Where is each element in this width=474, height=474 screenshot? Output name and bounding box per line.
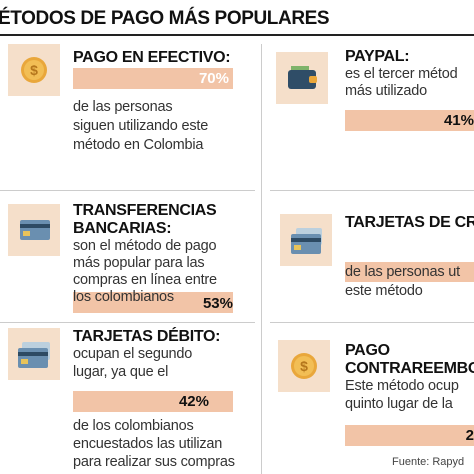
heading: CONTRAREEMBO — [345, 360, 474, 377]
heading: PAGO — [345, 342, 390, 359]
text: de las personas — [73, 99, 173, 115]
percent-bar — [73, 68, 233, 89]
source: Fuente: Rapyd — [392, 456, 465, 468]
heading: PAYPAL: — [345, 48, 410, 65]
coin-icon: $ — [278, 340, 330, 392]
percent-bar — [345, 262, 474, 282]
text: encuestados las utilizan — [73, 436, 223, 452]
heading: TARJETAS DÉBITO: — [73, 328, 221, 345]
percent-bar — [73, 292, 233, 313]
heading: PAGO EN EFECTIVO: — [73, 49, 231, 66]
column-divider — [261, 44, 262, 474]
divider — [270, 322, 474, 323]
text: compras en línea entre — [73, 272, 217, 288]
text: más utilizado — [345, 83, 428, 99]
card-icon — [280, 214, 332, 266]
text: es el tercer métod — [345, 66, 458, 82]
divider — [0, 322, 255, 323]
percent-bar — [345, 425, 474, 446]
percent: 42% — [178, 393, 209, 410]
card-icon — [8, 204, 60, 256]
text: de las personas ut — [345, 264, 460, 280]
divider — [0, 190, 255, 191]
heading: BANCARIAS: — [73, 220, 172, 237]
divider — [270, 190, 474, 191]
percent-bar — [345, 110, 474, 131]
text: quinto lugar de la — [345, 396, 453, 412]
title-rule — [0, 34, 474, 36]
text: de los colombianos — [73, 418, 194, 434]
percent: 2 — [465, 427, 474, 444]
coin-icon: $ — [8, 44, 60, 96]
percent-bar — [73, 391, 233, 412]
heading: TARJETAS DE CR — [345, 214, 474, 231]
text: método en Colombia — [73, 137, 204, 153]
percent: 41% — [443, 112, 474, 129]
text: más popular para las — [73, 255, 205, 271]
text: Este método ocup — [345, 378, 459, 394]
text: los colombianos — [73, 289, 174, 305]
percent: 53% — [202, 295, 233, 312]
svg-text:$: $ — [30, 62, 38, 78]
wallet-icon — [276, 52, 328, 104]
text: ocupan el segundo — [73, 346, 193, 362]
text: este método — [345, 283, 423, 299]
text: para realizar sus compras — [73, 454, 235, 470]
svg-text:$: $ — [300, 358, 308, 374]
heading: TRANSFERENCIAS — [73, 202, 217, 219]
title: ÉTODOS DE PAGO MÁS POPULARES — [0, 8, 330, 29]
text: son el método de pago — [73, 238, 217, 254]
card-icon — [8, 328, 60, 380]
text: lugar, ya que el — [73, 364, 169, 380]
percent: 70% — [198, 70, 229, 87]
text: siguen utilizando este — [73, 118, 209, 134]
